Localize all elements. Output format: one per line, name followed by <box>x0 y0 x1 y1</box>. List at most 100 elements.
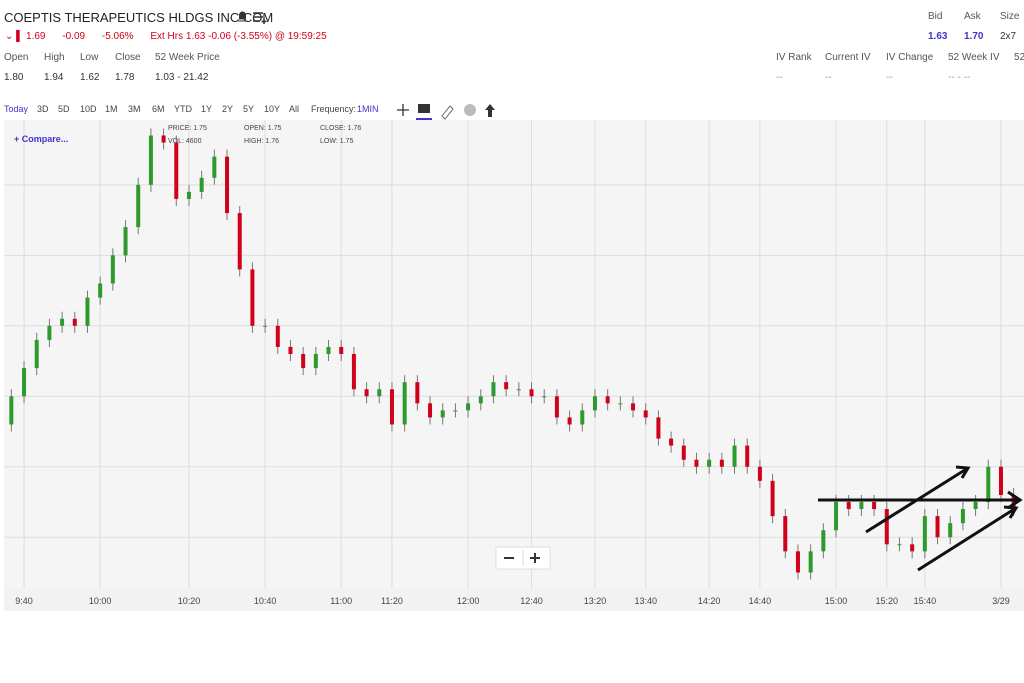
candle-body <box>466 403 471 411</box>
candle-body <box>998 466 1003 495</box>
tooltip-vol: VOL: 4600 <box>168 138 202 145</box>
stat-value: 1.94 <box>44 72 64 83</box>
frequency[interactable]: 1MIN <box>357 104 379 114</box>
range-button[interactable]: YTD <box>174 104 192 114</box>
x-tick-label: 13:20 <box>584 596 607 606</box>
x-tick-label: 13:40 <box>634 596 657 606</box>
candle-body <box>783 516 788 552</box>
candle-body <box>263 325 268 327</box>
x-tick-label: 14:20 <box>698 596 721 606</box>
range-button[interactable]: 10Y <box>264 104 281 114</box>
candle-body <box>935 516 940 538</box>
stat-value: 1.62 <box>80 72 100 83</box>
candle-body <box>821 530 826 552</box>
range-button[interactable]: 1M <box>105 104 118 114</box>
x-tick-label: 14:40 <box>749 596 772 606</box>
tooltip-close: CLOSE: 1.76 <box>320 125 361 132</box>
change-pct: -5.06% <box>101 31 134 42</box>
candle-body <box>643 410 648 418</box>
range-button[interactable]: 10D <box>80 104 97 114</box>
candle-body <box>897 544 902 546</box>
title-icons[interactable] <box>236 10 270 24</box>
candle-body <box>973 502 978 510</box>
candle-body <box>440 410 445 418</box>
chart: 9:40 10:00 10:20 10:40 11:00 11:20 12:00 12:40 1… <box>4 120 1024 611</box>
range-button[interactable]: 6M <box>152 104 165 114</box>
candle-body <box>161 135 166 143</box>
candle-body <box>237 213 242 270</box>
candle-body <box>186 191 191 199</box>
range-button[interactable]: 3M <box>128 104 141 114</box>
stat-value: 1.78 <box>115 72 135 83</box>
x-tick-label: 9:40 <box>15 596 33 606</box>
x-tick-label: 12:00 <box>457 596 480 606</box>
stat-label: Open <box>4 52 29 63</box>
stat-label: Low <box>80 52 99 63</box>
drawn-arrows <box>818 465 1023 572</box>
range-button[interactable]: Today <box>4 104 29 114</box>
ext-hours: Ext Hrs 1.63 -0.06 (-3.55%) @ 19:59:25 <box>150 31 327 42</box>
range-button[interactable]: 2Y <box>222 104 234 114</box>
compare[interactable]: + Compare... <box>14 134 68 144</box>
candle-body <box>351 354 356 390</box>
candle-body <box>389 389 394 425</box>
compare-label[interactable]: Compare... <box>22 134 69 144</box>
range-button[interactable]: 3D <box>37 104 49 114</box>
candle-body <box>199 177 204 192</box>
tooltip-low: LOW: 1.75 <box>320 138 353 145</box>
candle-body <box>85 297 90 326</box>
candle-body <box>9 396 14 425</box>
candle-body <box>22 368 27 397</box>
x-tick-label: 15:00 <box>825 596 848 606</box>
stat-label: 52 Week Price <box>155 52 220 63</box>
zoom-control[interactable] <box>495 546 551 570</box>
x-tick-label: 10:00 <box>89 596 112 606</box>
range-button[interactable]: 5Y <box>243 104 255 114</box>
x-tick-label: 15:40 <box>914 596 937 606</box>
candle-body <box>745 445 750 467</box>
tool-icons[interactable] <box>395 100 505 120</box>
frequency-label: Frequency: <box>311 104 357 114</box>
candle-body <box>504 382 509 390</box>
iv-label: 52 <box>1014 52 1024 63</box>
ask-label: Ask <box>964 11 981 22</box>
bid: 1.63 <box>928 31 948 42</box>
candle-body <box>580 410 585 425</box>
x-tick-label: 10:40 <box>254 596 277 606</box>
candle-body <box>212 156 217 178</box>
candle-body <box>428 403 433 418</box>
title: COEPTIS THERAPEUTICS HLDGS INC COM <box>4 10 274 25</box>
ask: 1.70 <box>964 31 984 42</box>
candle-body <box>47 325 52 340</box>
candle-body <box>313 354 318 369</box>
candle-body <box>922 516 927 552</box>
candle-body <box>98 283 103 298</box>
candle-body <box>72 318 77 326</box>
candle-body <box>529 389 534 397</box>
candle-body <box>250 269 255 326</box>
tooltip-price: PRICE: 1.75 <box>168 125 207 132</box>
x-axis-bg <box>4 588 1024 611</box>
range-button[interactable]: 1Y <box>201 104 213 114</box>
iv-value: -- - -- <box>948 72 971 83</box>
candle-body <box>554 396 559 418</box>
candle-body <box>948 523 953 538</box>
candle-body <box>123 227 128 256</box>
change: -0.09 <box>62 31 86 42</box>
stat-value: 1.03 - 21.42 <box>155 72 209 83</box>
candle-body <box>288 346 293 354</box>
candle-body <box>402 382 407 425</box>
candle-body <box>732 445 737 467</box>
candle-body <box>567 417 572 425</box>
candle-body <box>339 346 344 354</box>
iv-value: -- <box>825 72 832 83</box>
candle-body <box>960 509 965 524</box>
candle-body <box>34 339 39 369</box>
range-button[interactable]: 5D <box>58 104 70 114</box>
candle-body <box>770 480 775 517</box>
range-button[interactable]: All <box>289 104 300 114</box>
candle-body <box>1011 494 1016 510</box>
candle-body <box>275 325 280 347</box>
candle-body <box>415 382 420 404</box>
